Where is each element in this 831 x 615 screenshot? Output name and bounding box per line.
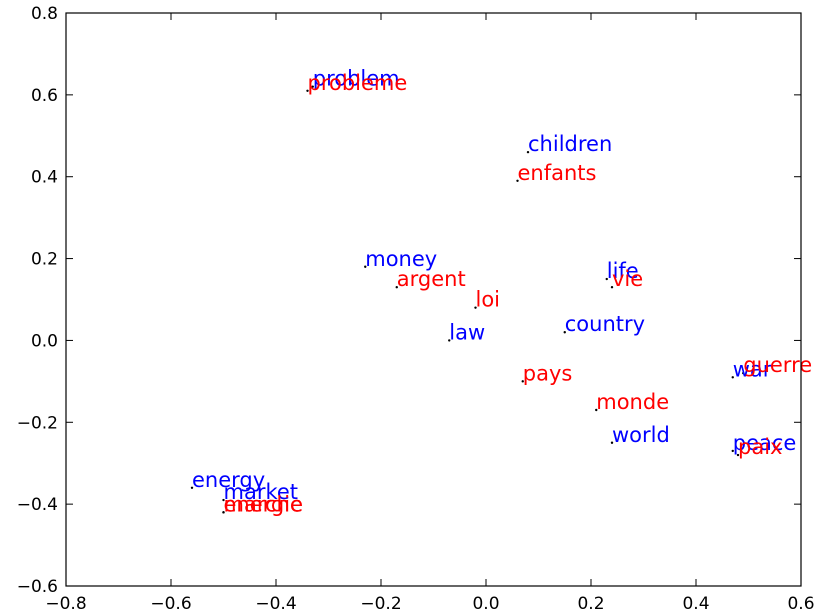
- data-point: [731, 449, 734, 453]
- data-label: world: [612, 423, 670, 447]
- data-point: [605, 277, 608, 281]
- y-tick-label: 0.2: [31, 250, 58, 270]
- x-tick-label: 0.2: [577, 594, 604, 614]
- y-tick-label: −0.4: [17, 495, 58, 515]
- y-tick-label: 0.4: [31, 168, 58, 188]
- data-label: paix: [738, 435, 782, 459]
- data-point: [742, 371, 745, 375]
- data-label: law: [449, 320, 485, 344]
- data-point: [222, 498, 225, 502]
- x-tick-label: −0.2: [360, 594, 401, 614]
- data-label: enfants: [518, 161, 597, 185]
- data-label: problem: [313, 67, 400, 91]
- data-point: [521, 380, 524, 383]
- data-label: war: [733, 357, 772, 381]
- y-tick-label: 0.0: [31, 331, 58, 351]
- data-point: [222, 511, 225, 514]
- data-point: [306, 89, 309, 92]
- data-points: [190, 85, 745, 514]
- x-tick-label: 0.6: [787, 594, 814, 614]
- data-label: children: [528, 132, 612, 156]
- data-point: [395, 286, 398, 289]
- data-label: monde: [596, 390, 669, 414]
- x-tick-label: −0.8: [45, 594, 86, 614]
- x-tick-label: 0.4: [682, 594, 709, 614]
- data-label: argent: [397, 267, 466, 291]
- data-label: guerre: [743, 353, 812, 377]
- y-tick-label: −0.2: [17, 413, 58, 433]
- data-label: energy: [192, 468, 265, 492]
- data-label: market: [224, 480, 299, 504]
- data-label: life: [607, 259, 639, 283]
- data-label: energie: [224, 492, 304, 516]
- data-label: loi: [476, 288, 501, 312]
- data-point: [731, 376, 734, 379]
- data-point: [311, 85, 314, 88]
- data-point: [448, 339, 451, 342]
- data-point: [364, 265, 367, 268]
- data-label: probleme: [308, 71, 408, 95]
- data-point: [516, 179, 519, 183]
- x-tick-label: −0.4: [255, 594, 296, 614]
- data-label: country: [565, 312, 645, 336]
- data-label: money: [365, 247, 437, 271]
- y-tick-label: 0.6: [31, 86, 58, 106]
- data-label: marche: [224, 492, 303, 516]
- data-point: [474, 306, 477, 309]
- plot-frame: [65, 12, 802, 587]
- data-point: [736, 453, 740, 457]
- data-point: [610, 441, 614, 444]
- data-label: vie: [612, 267, 643, 291]
- data-point: [563, 331, 566, 334]
- data-point: [595, 408, 598, 412]
- data-label: peace: [733, 431, 797, 455]
- x-tick-label: 0.0: [472, 594, 499, 614]
- x-tick-label: −0.6: [150, 594, 191, 614]
- y-tick-label: 0.8: [31, 4, 58, 24]
- data-label: pays: [523, 361, 573, 385]
- data-point: [190, 486, 194, 489]
- y-tick-label: −0.6: [17, 577, 58, 597]
- data-point: [526, 150, 530, 154]
- data-point: [610, 286, 614, 289]
- axis-tick-labels: −0.8 −0.6 −0.4 −0.2 0.0 0.2 0.4 0.6−0.6−0.4−0.2…: [17, 4, 815, 614]
